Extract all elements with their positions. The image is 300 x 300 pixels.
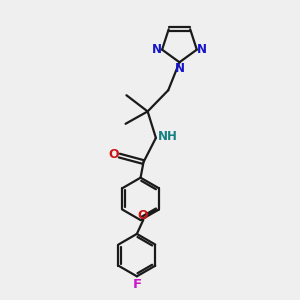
Text: N: N (174, 61, 184, 75)
Text: N: N (197, 43, 207, 56)
Text: NH: NH (158, 130, 178, 143)
Text: F: F (132, 278, 141, 291)
Text: N: N (152, 43, 162, 56)
Text: O: O (108, 148, 119, 160)
Text: O: O (137, 209, 148, 222)
